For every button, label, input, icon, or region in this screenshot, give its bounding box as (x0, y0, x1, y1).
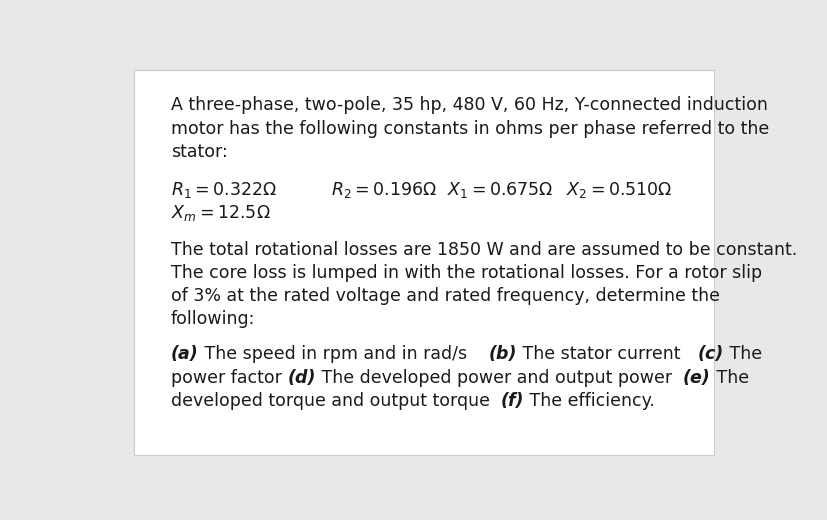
Text: The total rotational losses are 1850 W and are assumed to be constant.: The total rotational losses are 1850 W a… (170, 241, 796, 258)
Text: motor has the following constants in ohms per phase referred to the: motor has the following constants in ohm… (170, 120, 768, 138)
Text: The efficiency.: The efficiency. (523, 392, 654, 410)
Text: following:: following: (170, 310, 255, 328)
Text: (e): (e) (682, 369, 710, 387)
Text: $X_{1} = 0.675\Omega$: $X_{1} = 0.675\Omega$ (447, 180, 552, 200)
Text: $R_{2} = 0.196 \Omega$: $R_{2} = 0.196 \Omega$ (331, 180, 437, 200)
Text: stator:: stator: (170, 143, 227, 161)
Text: power factor: power factor (170, 369, 287, 387)
Text: The: The (710, 369, 748, 387)
Text: (c): (c) (696, 345, 723, 363)
Text: (d): (d) (287, 369, 315, 387)
Text: The developed power and output power: The developed power and output power (315, 369, 682, 387)
Text: $X_{m} = 12.5\Omega$: $X_{m} = 12.5\Omega$ (170, 203, 270, 224)
Text: $X_{2} = 0.510\Omega$: $X_{2} = 0.510\Omega$ (565, 180, 672, 200)
Text: (b): (b) (488, 345, 517, 363)
Text: The speed in rpm and in rad/s: The speed in rpm and in rad/s (198, 345, 488, 363)
Text: (f): (f) (500, 392, 523, 410)
Text: (a): (a) (170, 345, 198, 363)
Text: $R_{1} = 0.322\Omega$: $R_{1} = 0.322\Omega$ (170, 180, 276, 200)
FancyBboxPatch shape (134, 70, 714, 455)
Text: The: The (723, 345, 761, 363)
Text: The stator current: The stator current (517, 345, 696, 363)
Text: of 3% at the rated voltage and rated frequency, determine the: of 3% at the rated voltage and rated fre… (170, 287, 719, 305)
Text: A three-phase, two-pole, 35 hp, 480 V, 60 Hz, Y-connected induction: A three-phase, two-pole, 35 hp, 480 V, 6… (170, 96, 767, 114)
Text: The core loss is lumped in with the rotational losses. For a rotor slip: The core loss is lumped in with the rota… (170, 264, 761, 282)
Text: developed torque and output torque: developed torque and output torque (170, 392, 500, 410)
